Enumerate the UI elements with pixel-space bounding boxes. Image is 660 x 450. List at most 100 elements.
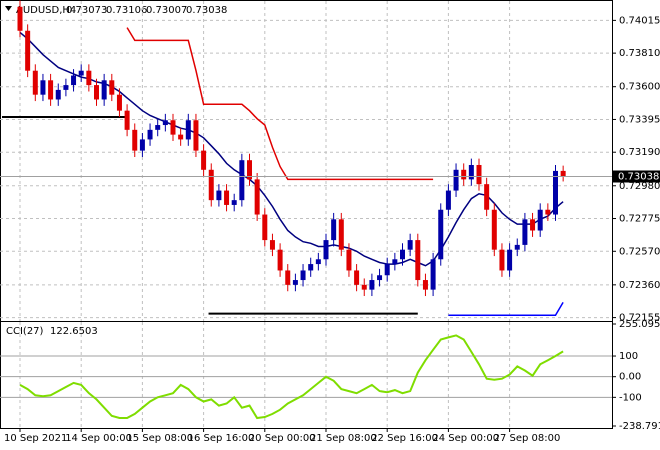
candle-body bbox=[185, 120, 191, 140]
candle-body bbox=[315, 259, 321, 265]
candle-body bbox=[147, 129, 153, 140]
candle-body bbox=[476, 164, 482, 185]
candle-body bbox=[224, 190, 230, 205]
candle-body bbox=[346, 249, 352, 271]
candle-body bbox=[400, 249, 405, 260]
y-tick-label: 0.73190 bbox=[619, 147, 660, 158]
header-high: 0.73106 bbox=[106, 5, 147, 16]
candle-body bbox=[323, 240, 329, 260]
candle-body bbox=[331, 219, 337, 241]
price-label: 0.73038 bbox=[618, 172, 659, 183]
indicator-name: CCI(27) bbox=[6, 326, 44, 337]
candle-body bbox=[530, 219, 536, 231]
header-close: 0.73038 bbox=[186, 5, 227, 16]
candle-body bbox=[155, 125, 161, 130]
candle-body bbox=[78, 70, 84, 76]
candle-body bbox=[369, 280, 375, 290]
candle-body bbox=[193, 120, 199, 151]
candle-body bbox=[560, 170, 566, 177]
x-tick-label: 15 Sep 08:00 bbox=[126, 433, 193, 444]
y-tick-label: 0.72775 bbox=[619, 214, 660, 225]
candle-body bbox=[178, 134, 184, 140]
candle-body bbox=[422, 280, 428, 290]
candle-body bbox=[17, 6, 23, 31]
symbol-icon bbox=[5, 6, 12, 11]
candle-body bbox=[384, 264, 390, 276]
candle-body bbox=[300, 270, 306, 281]
x-tick-label: 21 Sep 08:00 bbox=[310, 433, 377, 444]
candle-body bbox=[522, 219, 528, 245]
candle-body bbox=[484, 184, 490, 210]
candle-body bbox=[116, 94, 122, 111]
candle-body bbox=[231, 200, 237, 205]
candle-body bbox=[377, 275, 383, 281]
candle-body bbox=[277, 249, 283, 271]
y-tick-label: 0.73600 bbox=[619, 82, 660, 93]
candle-body bbox=[55, 89, 61, 100]
candle-body bbox=[101, 80, 107, 100]
candle-body bbox=[468, 164, 474, 180]
candle-body bbox=[71, 75, 77, 86]
candle-body bbox=[40, 80, 46, 95]
y2-tick-label: 0.00 bbox=[619, 372, 641, 383]
candle-body bbox=[553, 170, 558, 215]
candle-body bbox=[262, 214, 268, 241]
candle-body bbox=[308, 264, 314, 271]
candle-body bbox=[361, 284, 367, 290]
candle-body bbox=[461, 169, 467, 180]
candle-body bbox=[124, 110, 130, 130]
x-tick-label: 14 Sep 00:00 bbox=[65, 433, 132, 444]
candle-body bbox=[491, 209, 497, 250]
candle-body bbox=[507, 249, 513, 271]
symbol: AUDUSD,H4 bbox=[16, 5, 76, 16]
candle-body bbox=[445, 190, 451, 210]
indicator-value: 122.6503 bbox=[50, 326, 98, 337]
candle-body bbox=[109, 80, 115, 95]
candle-body bbox=[415, 240, 421, 281]
price-box bbox=[613, 170, 660, 183]
candle-body bbox=[208, 169, 214, 201]
y2-tick-label: 100 bbox=[619, 351, 638, 362]
y-tick-label: 0.72360 bbox=[619, 280, 660, 291]
y-tick-label: 0.73810 bbox=[619, 48, 660, 59]
candle-body bbox=[453, 169, 459, 191]
candle-body bbox=[239, 160, 245, 201]
x-tick-label: 16 Sep 16:00 bbox=[188, 433, 255, 444]
indicator-line bbox=[19, 334, 564, 420]
candle-body bbox=[545, 209, 551, 215]
y2-tick-label: -238.7918 bbox=[619, 421, 660, 432]
candle-body bbox=[216, 190, 222, 201]
candle-body bbox=[254, 179, 260, 215]
x-tick-label: 22 Sep 16:00 bbox=[371, 433, 438, 444]
y-tick-label: 0.73395 bbox=[619, 114, 660, 125]
y2-tick-label: 255.0955 bbox=[619, 319, 660, 330]
x-tick-label: 24 Sep 00:00 bbox=[432, 433, 499, 444]
candle-body bbox=[170, 120, 176, 135]
candle-body bbox=[392, 259, 398, 265]
candle-body bbox=[537, 209, 543, 231]
candle-body bbox=[162, 120, 168, 126]
candle-body bbox=[292, 280, 298, 285]
y-tick-label: 0.72570 bbox=[619, 246, 660, 257]
x-tick-label: 10 Sep 2021 bbox=[4, 433, 67, 444]
candle-body bbox=[514, 244, 520, 250]
candle-body bbox=[269, 240, 275, 250]
candle-body bbox=[94, 85, 99, 100]
candle-body bbox=[139, 139, 145, 151]
x-tick-label: 20 Sep 00:00 bbox=[249, 433, 316, 444]
y2-tick-label: -100 bbox=[619, 392, 642, 403]
candle-body bbox=[86, 70, 92, 86]
candle-body bbox=[32, 70, 38, 95]
header-low: 0.73007 bbox=[146, 5, 187, 16]
overlay-line bbox=[126, 27, 434, 181]
candle-body bbox=[201, 150, 207, 170]
candle-body bbox=[285, 270, 291, 285]
x-tick-label: 27 Sep 08:00 bbox=[494, 433, 561, 444]
candle-body bbox=[338, 219, 344, 250]
header-open: 0.73073 bbox=[66, 5, 107, 16]
candle-body bbox=[63, 85, 69, 90]
candle-body bbox=[354, 270, 360, 285]
candle-body bbox=[25, 30, 31, 71]
